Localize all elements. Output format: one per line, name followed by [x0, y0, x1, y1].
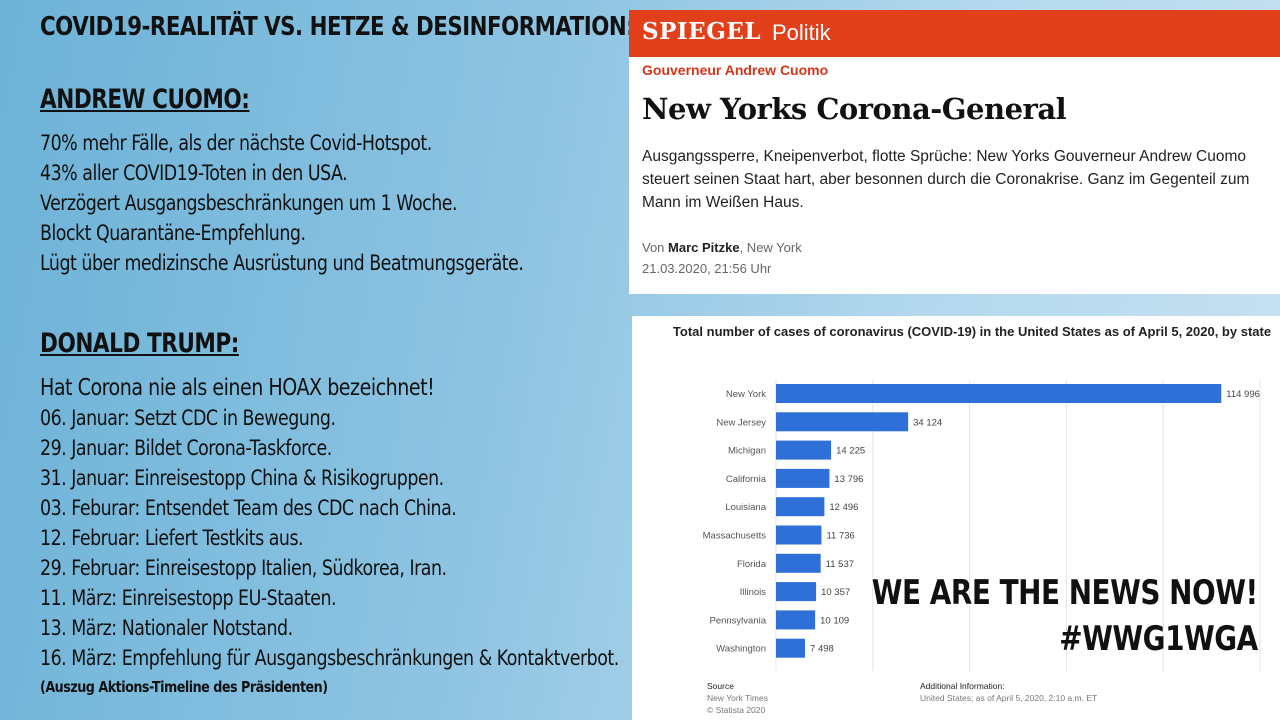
- timeline-item: 29. Januar: Bildet Corona-Taskforce.: [40, 436, 332, 460]
- value-label: 114 996: [1226, 389, 1260, 400]
- value-label: 14 225: [836, 446, 865, 457]
- category-label: Pennsylvania: [709, 615, 766, 626]
- trump-heading: DONALD TRUMP:: [40, 328, 239, 359]
- article-date: 21.03.2020, 21:56 Uhr: [642, 261, 772, 276]
- spiegel-logo: SPIEGEL: [642, 18, 762, 45]
- article-teaser: Ausgangssperre, Kneipenverbot, flotte Sp…: [642, 148, 1250, 211]
- spiegel-section: Politik: [772, 20, 831, 45]
- value-label: 12 496: [829, 502, 858, 513]
- chart-title: Total number of cases of coronavirus (CO…: [672, 324, 1272, 339]
- value-label: 7 498: [810, 644, 834, 655]
- spiegel-header-bar: SPIEGEL Politik: [629, 10, 1280, 57]
- value-label: 10 109: [820, 615, 849, 626]
- chart-additional-info: Additional Information: United States; a…: [920, 680, 1097, 704]
- cuomo-point: Lügt über medizinsche Ausrüstung und Bea…: [40, 251, 524, 275]
- category-label: Florida: [737, 559, 767, 570]
- timeline-item: 12. Februar: Liefert Testkits aus.: [40, 526, 304, 550]
- timeline-item: 11. März: Einreisestopp EU-Staaten.: [40, 586, 337, 610]
- covid-cases-chart-card: Total number of cases of coronavirus (CO…: [632, 316, 1280, 720]
- value-label: 11 537: [826, 559, 854, 570]
- cuomo-point: Blockt Quarantäne-Empfehlung.: [40, 221, 306, 245]
- bar: [776, 440, 832, 460]
- chart-source: Source New York Times © Statista 2020: [707, 680, 768, 716]
- copyright: © Statista 2020: [707, 705, 766, 715]
- cuomo-point: 43% aller COVID19-Toten in den USA.: [40, 161, 348, 185]
- trump-intro: Hat Corona nie als einen HOAX bezeichnet…: [40, 375, 435, 401]
- cuomo-point: 70% mehr Fälle, als der nächste Covid-Ho…: [40, 131, 432, 155]
- cuomo-points: 70% mehr Fälle, als der nächste Covid-Ho…: [40, 128, 524, 278]
- bar: [776, 610, 816, 630]
- value-label: 13 796: [834, 474, 863, 485]
- byline-prefix: Von: [642, 240, 669, 255]
- category-label: New Jersey: [716, 417, 766, 428]
- additional-label: Additional Information:: [920, 681, 1005, 691]
- bar: [776, 553, 821, 573]
- timeline-item: 13. März: Nationaler Notstand.: [40, 616, 293, 640]
- slogan-line-2: #WWG1WGA: [1059, 619, 1259, 659]
- category-label: California: [726, 474, 767, 485]
- byline-location: , New York: [739, 240, 802, 255]
- bar: [776, 384, 1222, 403]
- bar: [776, 468, 830, 488]
- value-label: 10 357: [821, 587, 850, 598]
- timeline-item: 16. März: Empfehlung für Ausgangsbeschrä…: [40, 646, 619, 670]
- timeline-item: 31. Januar: Einreisestopp China & Risiko…: [40, 466, 444, 490]
- value-label: 34 124: [913, 417, 942, 428]
- slogan: WE ARE THE NEWS NOW! #WWG1WGA: [872, 570, 1258, 662]
- spiegel-article-card: SPIEGEL Politik Gouverneur Andrew Cuomo …: [629, 10, 1280, 294]
- source-name: New York Times: [707, 693, 768, 703]
- trump-timeline: Hat Corona nie als einen HOAX bezeichnet…: [40, 373, 619, 673]
- timeline-item: 03. Feburar: Entsendet Team des CDC nach…: [40, 496, 457, 520]
- bar-chart: New York 114 996 New Jersey 34 124 Michigan 1…: [703, 380, 1261, 671]
- timeline-item: 29. Februar: Einreisestopp Italien, Südk…: [40, 556, 447, 580]
- bar: [776, 582, 817, 602]
- category-label: Illinois: [740, 587, 767, 598]
- category-label: New York: [726, 389, 766, 400]
- category-label: Massachusetts: [703, 531, 767, 542]
- bar: [776, 525, 822, 545]
- category-label: Washington: [716, 644, 766, 655]
- article-headline: New Yorks Corona-General: [642, 92, 1067, 126]
- category-label: Louisiana: [725, 502, 766, 513]
- additional-text: United States; as of April 5, 2020, 2:10…: [920, 693, 1098, 703]
- slogan-line-1: WE ARE THE NEWS NOW!: [872, 573, 1258, 613]
- cuomo-heading: ANDREW CUOMO:: [40, 84, 250, 115]
- cuomo-point: Verzögert Ausgangsbeschränkungen um 1 Wo…: [40, 191, 458, 215]
- bar: [776, 638, 806, 658]
- bar: [776, 412, 909, 432]
- source-label: Source: [707, 681, 734, 691]
- value-label: 11 736: [826, 531, 854, 542]
- article-byline: Von Marc Pitzke, New York: [642, 240, 802, 255]
- bar: [776, 497, 825, 517]
- timeline-note: (Auszug Aktions-Timeline des Präsidenten…: [40, 678, 328, 696]
- timeline-item: 06. Januar: Setzt CDC in Bewegung.: [40, 406, 336, 430]
- category-label: Michigan: [728, 446, 766, 457]
- byline-author: Marc Pitzke: [668, 240, 740, 255]
- article-kicker: Gouverneur Andrew Cuomo: [642, 62, 829, 78]
- main-title: COVID19-REALITÄT VS. HETZE & DESINFORMAT…: [40, 12, 635, 42]
